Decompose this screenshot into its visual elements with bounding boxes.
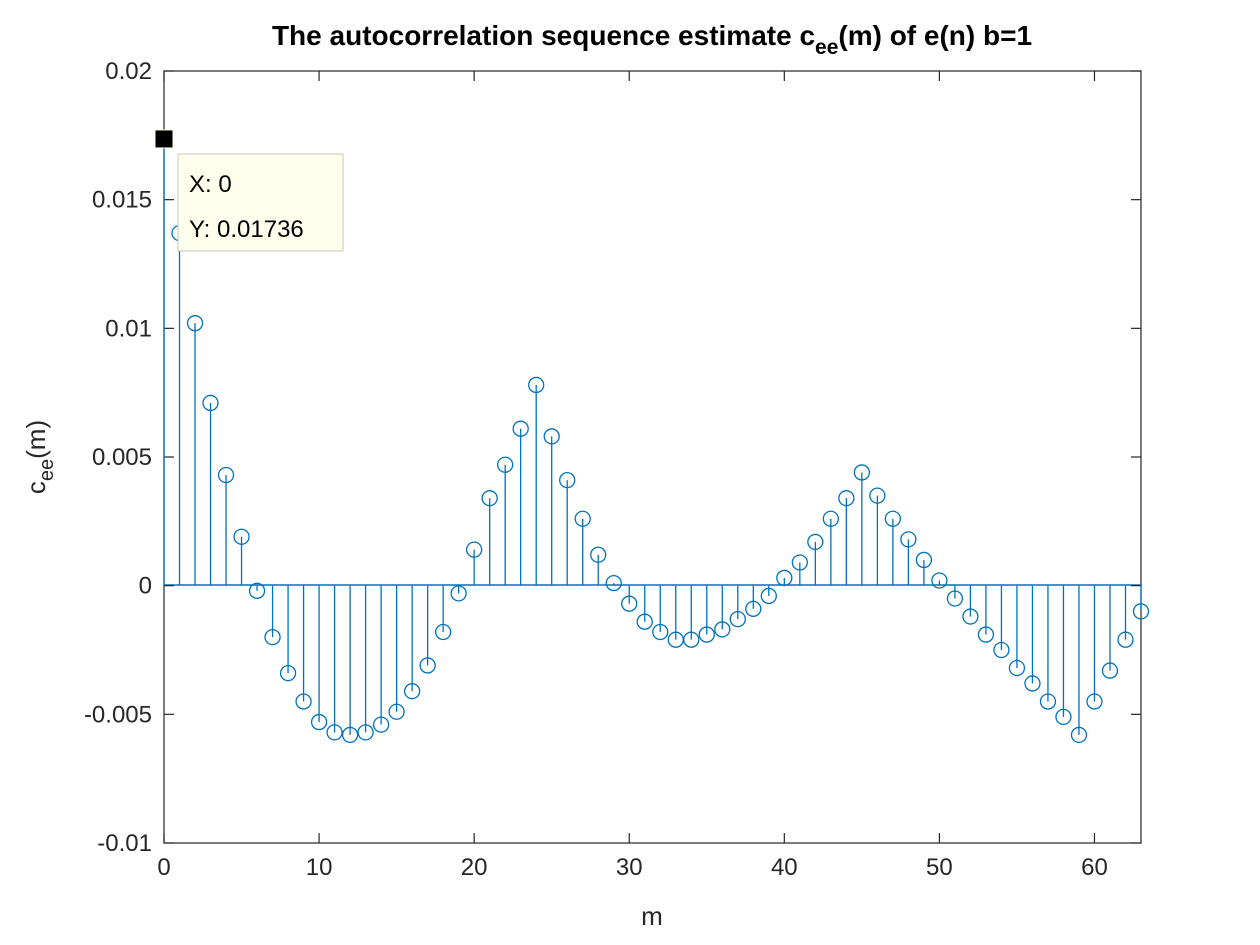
stem-marker[interactable] xyxy=(1039,693,1057,710)
stem-marker[interactable] xyxy=(590,546,607,563)
chart-title: The autocorrelation sequence estimate ce… xyxy=(272,20,1032,59)
stem-marker[interactable] xyxy=(729,610,746,628)
stem-marker[interactable] xyxy=(977,626,995,643)
stem-marker[interactable] xyxy=(233,528,250,545)
stem-marker[interactable] xyxy=(1086,693,1103,710)
stem-marker[interactable] xyxy=(419,657,436,674)
y-tick-label: -0.005 xyxy=(84,701,152,728)
stem-marker[interactable] xyxy=(683,631,700,648)
y-tick-label: 0.005 xyxy=(92,444,152,471)
stem-marker[interactable] xyxy=(621,595,638,612)
stem-marker[interactable] xyxy=(497,456,514,473)
y-axis-label: cee(m) xyxy=(21,420,58,494)
x-tick-label: 50 xyxy=(926,854,953,881)
y-axis-label-suffix: (m) xyxy=(21,420,51,459)
y-tick-label: 0.02 xyxy=(105,58,152,85)
stem-marker[interactable] xyxy=(574,510,591,527)
stem-marker[interactable] xyxy=(388,703,405,720)
stem-marker[interactable] xyxy=(900,531,917,548)
stem-marker[interactable] xyxy=(822,510,839,527)
stem-marker[interactable] xyxy=(512,420,529,437)
x-tick-label: 40 xyxy=(771,854,798,881)
y-tick-label: 0.015 xyxy=(92,187,152,214)
stem-marker[interactable] xyxy=(295,693,312,710)
y-axis-label-base: c xyxy=(21,481,51,494)
chart-title-suffix: (m) of e(n) b=1 xyxy=(838,20,1032,51)
stem-marker[interactable] xyxy=(931,572,948,589)
stem-series xyxy=(155,130,1150,744)
x-tick-label: 10 xyxy=(306,854,333,881)
stem-marker[interactable] xyxy=(838,490,855,507)
stem-marker[interactable] xyxy=(1055,708,1072,726)
x-tick-label: 0 xyxy=(157,854,170,881)
chart-title-prefix: The autocorrelation sequence estimate c xyxy=(272,20,815,51)
datatip[interactable]: X: 0 Y: 0.01736 xyxy=(154,129,344,252)
stem-marker[interactable] xyxy=(760,587,777,605)
stem-marker[interactable] xyxy=(326,724,343,741)
stem-marker[interactable] xyxy=(698,626,715,643)
stem-marker[interactable] xyxy=(791,554,808,571)
stem-marker[interactable] xyxy=(745,600,762,617)
datatip-x-text: X: 0 xyxy=(189,171,232,198)
stem-marker[interactable] xyxy=(186,315,204,332)
stem-marker[interactable] xyxy=(807,533,824,551)
stem-marker[interactable] xyxy=(543,428,560,445)
y-tick-label: 0 xyxy=(139,573,152,600)
stem-marker[interactable] xyxy=(1132,603,1150,620)
stem-marker[interactable] xyxy=(1070,726,1088,744)
stem-marker[interactable] xyxy=(652,623,669,641)
x-axis-label: m xyxy=(641,901,663,931)
y-tick-label: -0.01 xyxy=(97,830,152,857)
stem-marker[interactable] xyxy=(946,590,964,607)
stem-marker[interactable] xyxy=(372,716,390,733)
stem-marker[interactable] xyxy=(248,582,266,599)
datatip-box[interactable] xyxy=(177,153,344,252)
stem-marker[interactable] xyxy=(264,628,281,646)
stem-marker[interactable] xyxy=(341,726,359,744)
stem-marker[interactable] xyxy=(1008,659,1026,677)
stem-marker[interactable] xyxy=(403,683,421,700)
stem-marker[interactable] xyxy=(1101,662,1119,679)
stem-marker[interactable] xyxy=(776,569,793,587)
stem-marker[interactable] xyxy=(884,510,902,527)
stem-marker[interactable] xyxy=(466,541,483,558)
stem-marker[interactable] xyxy=(915,551,933,569)
stem-marker[interactable] xyxy=(434,623,452,641)
x-tick-label: 20 xyxy=(461,854,488,881)
x-tick-labels: 0 10 20 30 40 50 60 xyxy=(157,854,1108,881)
y-axis-label-subscript: ee xyxy=(36,459,58,481)
x-tick-label: 60 xyxy=(1081,854,1108,881)
stem-marker[interactable] xyxy=(1117,631,1134,648)
axis-ticks xyxy=(163,70,1141,844)
stem-marker[interactable] xyxy=(869,487,886,504)
stem-marker[interactable] xyxy=(1024,675,1041,692)
stem-marker[interactable] xyxy=(202,394,219,412)
stem-marker[interactable] xyxy=(217,466,235,484)
stem-marker[interactable] xyxy=(357,724,374,741)
stem-marker[interactable] xyxy=(605,574,622,592)
x-tick-label: 30 xyxy=(616,854,643,881)
stem-marker[interactable] xyxy=(714,621,731,638)
stem-marker[interactable] xyxy=(559,472,576,489)
stem-marker[interactable] xyxy=(962,608,979,625)
stem-marker[interactable] xyxy=(853,464,871,481)
stem-marker[interactable] xyxy=(279,665,297,682)
stem-marker[interactable] xyxy=(636,613,653,630)
datatip-y-text: Y: 0.01736 xyxy=(189,216,304,243)
y-tick-label: 0.01 xyxy=(105,315,152,342)
stem-marker[interactable] xyxy=(528,376,545,394)
stem-marker[interactable] xyxy=(993,641,1010,659)
datatip-marker[interactable] xyxy=(154,129,174,149)
stem-marker[interactable] xyxy=(481,490,498,507)
stem-marker[interactable] xyxy=(450,585,467,602)
stem-marker[interactable] xyxy=(310,713,328,731)
y-tick-labels: -0.01 -0.005 0 0.005 0.01 0.015 0.02 xyxy=(84,58,152,857)
chart-title-subscript: ee xyxy=(815,36,838,59)
